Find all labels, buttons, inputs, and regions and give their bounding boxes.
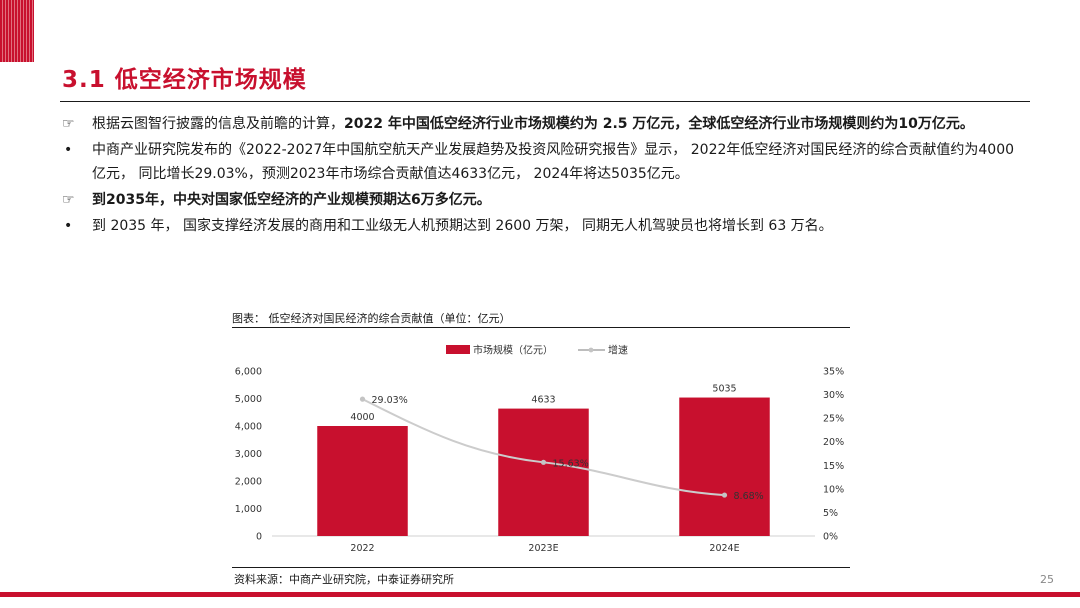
y-left-tick-label: 4,000 [235,422,262,433]
bullet-text-part: 根据云图智行披露的信息及前瞻的计算， [92,116,344,132]
y-left-tick-label: 6,000 [235,367,262,378]
bullet-dot-icon: • [64,142,73,158]
page-number: 25 [1040,573,1054,586]
bullet-text: 根据云图智行披露的信息及前瞻的计算，2022 年中国低空经济行业市场规模约为 2… [92,112,1022,136]
title-divider [60,101,1030,102]
legend-label-bar: 市场规模（亿元） [473,344,553,357]
growth-data-label: 29.03% [372,395,408,406]
y-left-tick-label: 5,000 [235,394,262,405]
bar-data-label: 5035 [712,384,736,395]
bullet-text-bold: 2022 年中国低空经济行业市场规模约为 2.5 万亿元，全球低空经济行业市场规… [344,116,974,132]
bottom-accent-bar [0,592,1080,597]
growth-data-label: 15.63% [553,458,589,469]
bullet-text: 到 2035 年， 国家支撑经济发展的商用和工业级无人机预期达到 2600 万架… [92,214,1022,238]
bar [317,426,408,536]
x-tick-label: 2024E [709,543,739,554]
y-right-tick-label: 20% [823,437,844,448]
bullet-text: 到2035年，中央对国家低空经济的产业规模预期达6万多亿元。 [92,188,1022,212]
y-right-tick-label: 5% [823,508,838,519]
bar-data-label: 4633 [531,395,555,406]
bar [498,408,589,536]
bullet-dot-icon: • [64,218,73,234]
bullet-item: • 到 2035 年， 国家支撑经济发展的商用和工业级无人机预期达到 2600 … [62,214,1022,238]
bullet-text-part: 中商产业研究院发布的《2022-2027年中国航空航天产业发展趋势及投资风险研究… [92,142,1015,182]
chart-caption: 图表： 低空经济对国民经济的综合贡献值（单位：亿元） [232,312,511,325]
bar-data-label: 4000 [350,412,374,423]
y-right-tick-label: 30% [823,390,844,401]
bullet-item: ☞ 根据云图智行披露的信息及前瞻的计算，2022 年中国低空经济行业市场规模约为… [62,112,1022,136]
corner-decoration [0,0,34,62]
y-left-tick-label: 3,000 [235,449,262,460]
y-right-tick-label: 15% [823,461,844,472]
y-right-tick-label: 10% [823,484,844,495]
caption-divider [232,327,850,328]
growth-point [540,459,547,465]
bullet-item: • 中商产业研究院发布的《2022-2027年中国航空航天产业发展趋势及投资风险… [62,138,1022,186]
bullet-list: ☞ 根据云图智行披露的信息及前瞻的计算，2022 年中国低空经济行业市场规模约为… [62,110,1022,238]
legend-swatch-bar [446,345,470,354]
legend-swatch-point [588,347,594,353]
x-tick-label: 2022 [350,543,374,554]
page-title: 3.1 低空经济市场规模 [62,67,307,93]
bullet-text-bold: 到2035年，中央对国家低空经济的产业规模预期达6万多亿元。 [92,192,491,208]
y-right-tick-label: 0% [823,532,838,543]
bullet-text-part: 到 2035 年， 国家支撑经济发展的商用和工业级无人机预期达到 2600 万架… [92,218,833,234]
legend-label-line: 增速 [608,344,628,357]
bar [679,397,770,536]
growth-point [359,396,366,402]
growth-data-label: 8.68% [734,491,764,502]
source-divider [232,567,850,568]
x-tick-label: 2023E [528,543,558,554]
growth-point [721,492,728,498]
chart-source: 资料来源：中商产业研究院，中泰证券研究所 [234,573,454,586]
y-left-tick-label: 0 [256,532,262,543]
y-right-tick-label: 35% [823,367,844,378]
pointing-hand-icon: ☞ [62,192,75,208]
y-left-tick-label: 1,000 [235,504,262,515]
bullet-text: 中商产业研究院发布的《2022-2027年中国航空航天产业发展趋势及投资风险研究… [92,138,1022,186]
y-right-tick-label: 25% [823,414,844,425]
bullet-item: ☞ 到2035年，中央对国家低空经济的产业规模预期达6万多亿元。 [62,188,1022,212]
y-left-tick-label: 2,000 [235,477,262,488]
pointing-hand-icon: ☞ [62,116,75,132]
